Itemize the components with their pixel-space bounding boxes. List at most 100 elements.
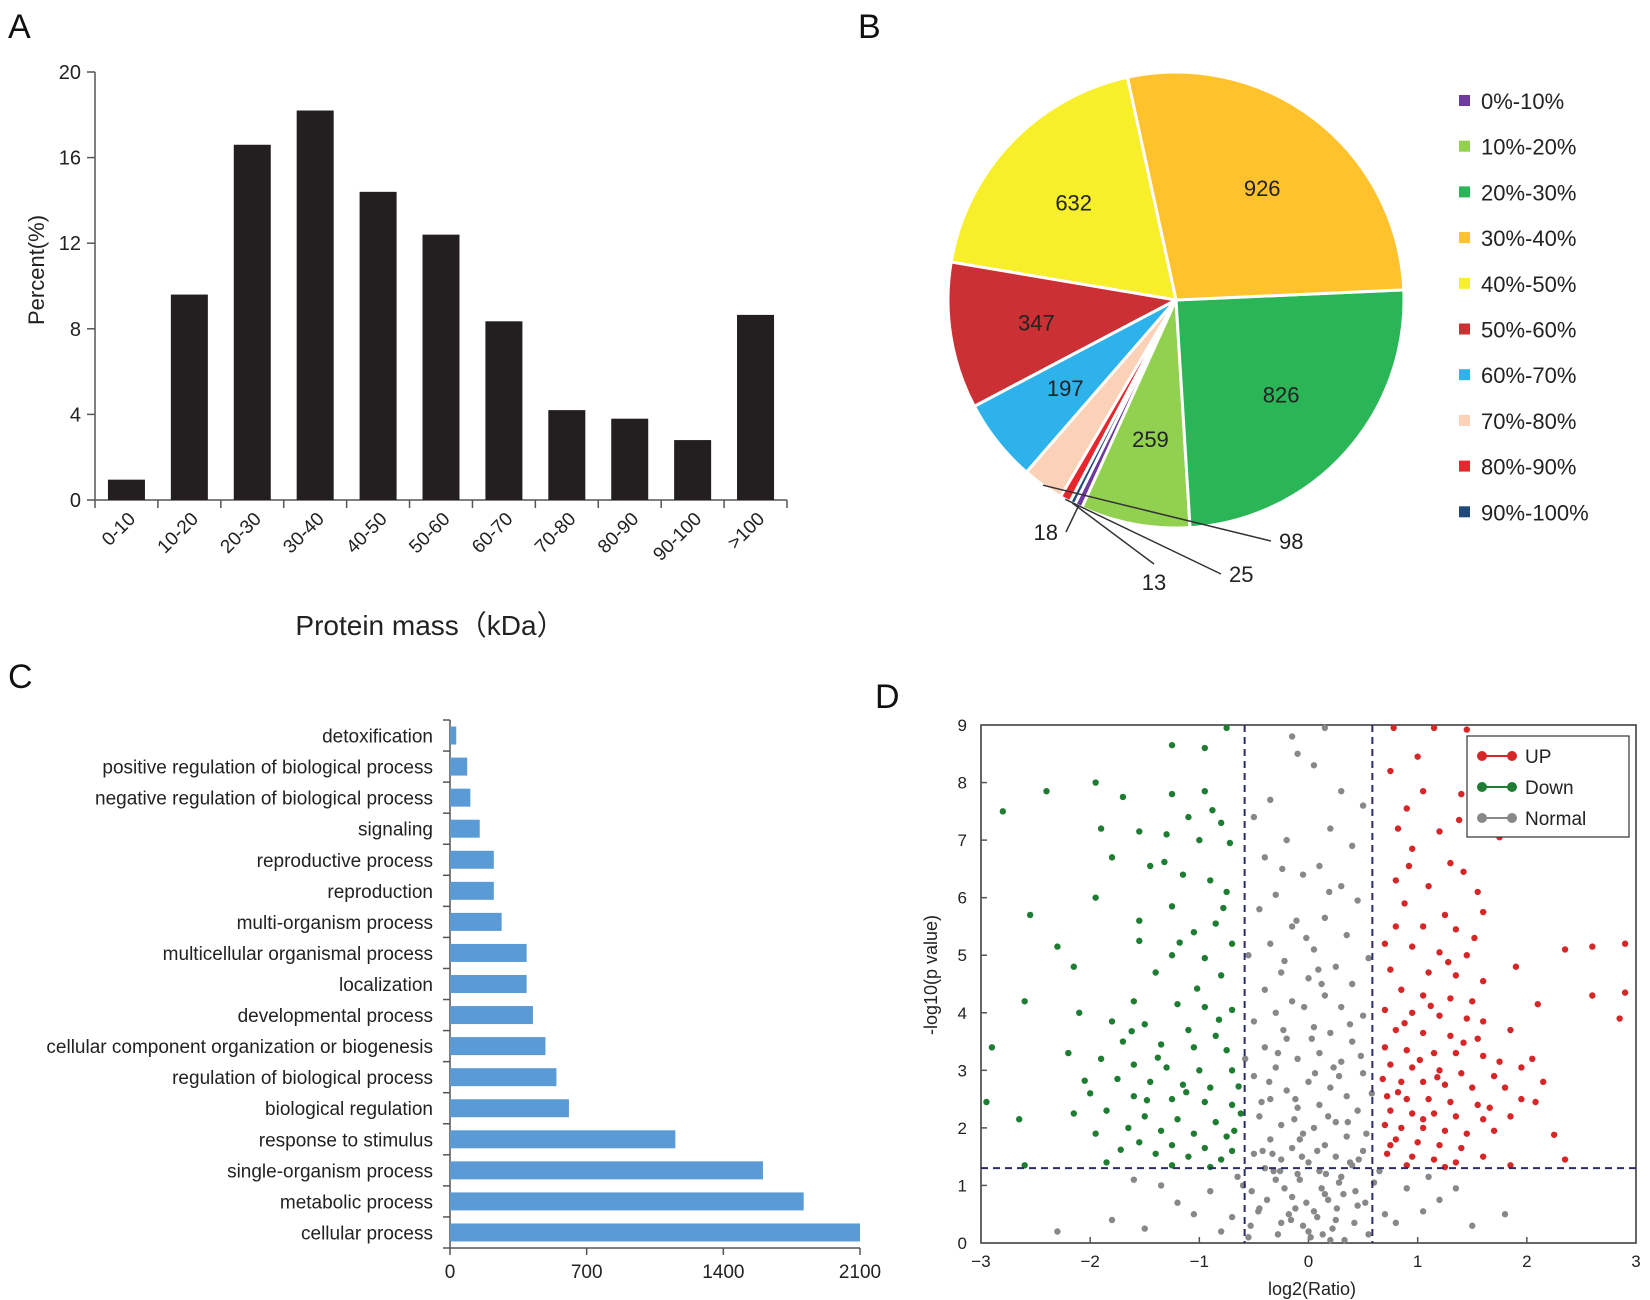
chart-d-x-tick-label: −3 xyxy=(971,1252,990,1271)
chart-c-category-label: single-organism process xyxy=(227,1161,433,1182)
chart-d-y-tick-label: 4 xyxy=(958,1004,967,1023)
chart-d-point-normal xyxy=(1311,1070,1319,1077)
chart-d-point-normal xyxy=(1355,1156,1362,1163)
chart-d-point-up xyxy=(1387,1061,1394,1068)
chart-d-point-normal xyxy=(1351,1219,1358,1227)
chart-d-point-up xyxy=(1409,943,1416,950)
chart-d-point-up xyxy=(1529,1055,1536,1063)
chart-d-point-up xyxy=(1392,1136,1400,1143)
chart-d-point-normal xyxy=(1316,1101,1323,1109)
chart-d-point-up xyxy=(1427,1002,1434,1010)
chart-d-point-normal xyxy=(1376,1167,1383,1175)
chart-d-point-down xyxy=(1174,1116,1181,1123)
chart-b-legend-swatch xyxy=(1459,140,1470,152)
chart-d-point-down xyxy=(1235,1083,1242,1090)
chart-d-point-normal xyxy=(1291,1116,1298,1123)
chart-d-point-down xyxy=(1043,787,1050,795)
chart-c-x-tick-label: 2100 xyxy=(839,1262,881,1283)
chart-d-point-normal xyxy=(1365,954,1372,962)
panel-label-b: B xyxy=(858,8,881,46)
chart-d-point-normal xyxy=(1341,1236,1348,1244)
chart-a-x-tick-label: 60-70 xyxy=(468,509,517,558)
chart-d-point-down xyxy=(1201,1144,1208,1152)
chart-d-point-up xyxy=(1383,1150,1391,1157)
chart-d-point-normal xyxy=(1281,1185,1288,1192)
chart-d-point-down xyxy=(1136,917,1143,924)
chart-b-legend-swatch xyxy=(1459,414,1470,426)
chart-d-point-down xyxy=(1217,819,1225,827)
chart-d-point-normal xyxy=(1327,1084,1334,1091)
chart-d-legend-label: Normal xyxy=(1525,809,1586,830)
chart-d-point-down xyxy=(1201,787,1208,795)
chart-d-point-up xyxy=(1387,966,1394,973)
chart-d-point-normal xyxy=(1250,1072,1258,1080)
chart-d-point-normal xyxy=(1299,871,1307,878)
chart-a-x-tick-label: 90-100 xyxy=(649,509,706,566)
chart-d-point-down xyxy=(1157,1127,1165,1134)
chart-c-bar xyxy=(450,757,468,776)
chart-d-point-normal xyxy=(1344,1118,1352,1126)
chart-d-point-up xyxy=(1458,1144,1465,1152)
chart-d-point-down xyxy=(1168,1141,1176,1149)
chart-d-point-normal xyxy=(1288,1144,1296,1152)
chart-b-leader-line xyxy=(1072,502,1155,565)
chart-d-point-up xyxy=(1463,952,1470,959)
chart-b-value-label: 632 xyxy=(1055,190,1092,215)
chart-d-point-down xyxy=(1185,813,1192,821)
chart-a-ylabel: Percent(%) xyxy=(24,215,49,325)
chart-d-point-normal xyxy=(1338,1003,1345,1011)
chart-d-point-up xyxy=(1398,986,1405,993)
chart-d-point-down xyxy=(1207,877,1214,884)
chart-d-point-normal xyxy=(1278,1156,1285,1163)
chart-d-point-normal xyxy=(1330,1064,1337,1071)
chart-d-point-up xyxy=(1419,992,1427,999)
chart-d-point-normal xyxy=(1255,1208,1262,1215)
chart-a-bar xyxy=(611,418,649,500)
chart-d-point-normal xyxy=(1348,1038,1356,1045)
chart-d-point-normal xyxy=(1279,865,1286,873)
chart-d-point-normal xyxy=(1359,802,1367,809)
chart-d-point-down xyxy=(1223,1046,1230,1054)
chart-d-point-down xyxy=(1207,1084,1214,1091)
chart-d-legend-label: UP xyxy=(1525,747,1551,768)
chart-d-point-normal xyxy=(1276,1167,1284,1175)
chart-d-point-normal xyxy=(1305,1228,1312,1235)
chart-d-point-up xyxy=(1419,1124,1427,1132)
chart-d-point-up xyxy=(1455,816,1463,824)
chart-d-point-normal xyxy=(1359,1147,1367,1155)
chart-d-x-tick-label: −2 xyxy=(1080,1252,1099,1271)
chart-d-point-up xyxy=(1458,790,1465,798)
chart-d-point-up xyxy=(1419,1078,1427,1086)
chart-d-point-down xyxy=(1212,1032,1219,1040)
chart-d-point-normal xyxy=(1310,762,1318,769)
chart-d-point-down xyxy=(1128,1027,1135,1035)
chart-a-x-tick-label: 70-80 xyxy=(531,509,580,558)
chart-b-legend-label: 50%-60% xyxy=(1481,318,1576,343)
chart-d-point-up xyxy=(1621,940,1629,947)
chart-d-point-up xyxy=(1474,888,1481,896)
chart-d-point-down xyxy=(1190,1130,1198,1137)
chart-d-point-normal xyxy=(1452,1185,1460,1192)
chart-d-point-up xyxy=(1463,1015,1470,1022)
chart-d-point-normal xyxy=(1258,1098,1265,1106)
chart-c-category-label: localization xyxy=(339,975,433,996)
chart-c-category-label: detoxification xyxy=(322,727,433,748)
chart-d-point-up xyxy=(1486,1104,1493,1111)
chart-d-y-tick-label: 9 xyxy=(958,716,967,735)
chart-d-point-up xyxy=(1479,908,1487,916)
chart-d-legend-marker xyxy=(1507,782,1517,792)
chart-d-point-up xyxy=(1392,1026,1400,1034)
chart-d-point-up xyxy=(1409,845,1416,852)
chart-d-point-normal xyxy=(1321,1190,1329,1198)
panel-label-d: D xyxy=(875,678,900,716)
chart-d-y-tick-label: 8 xyxy=(958,774,967,793)
chart-d-point-down xyxy=(1152,969,1159,976)
chart-d-point-normal xyxy=(1318,980,1325,988)
chart-d-legend-marker xyxy=(1507,751,1517,761)
chart-d-point-normal xyxy=(1130,1176,1138,1183)
chart-d-point-down xyxy=(1086,1090,1094,1097)
chart-d-point-down xyxy=(1217,1156,1225,1163)
chart-d-point-down xyxy=(1130,1061,1138,1068)
chart-b-value-label: 826 xyxy=(1263,383,1300,408)
chart-d-point-up xyxy=(1479,1018,1487,1025)
